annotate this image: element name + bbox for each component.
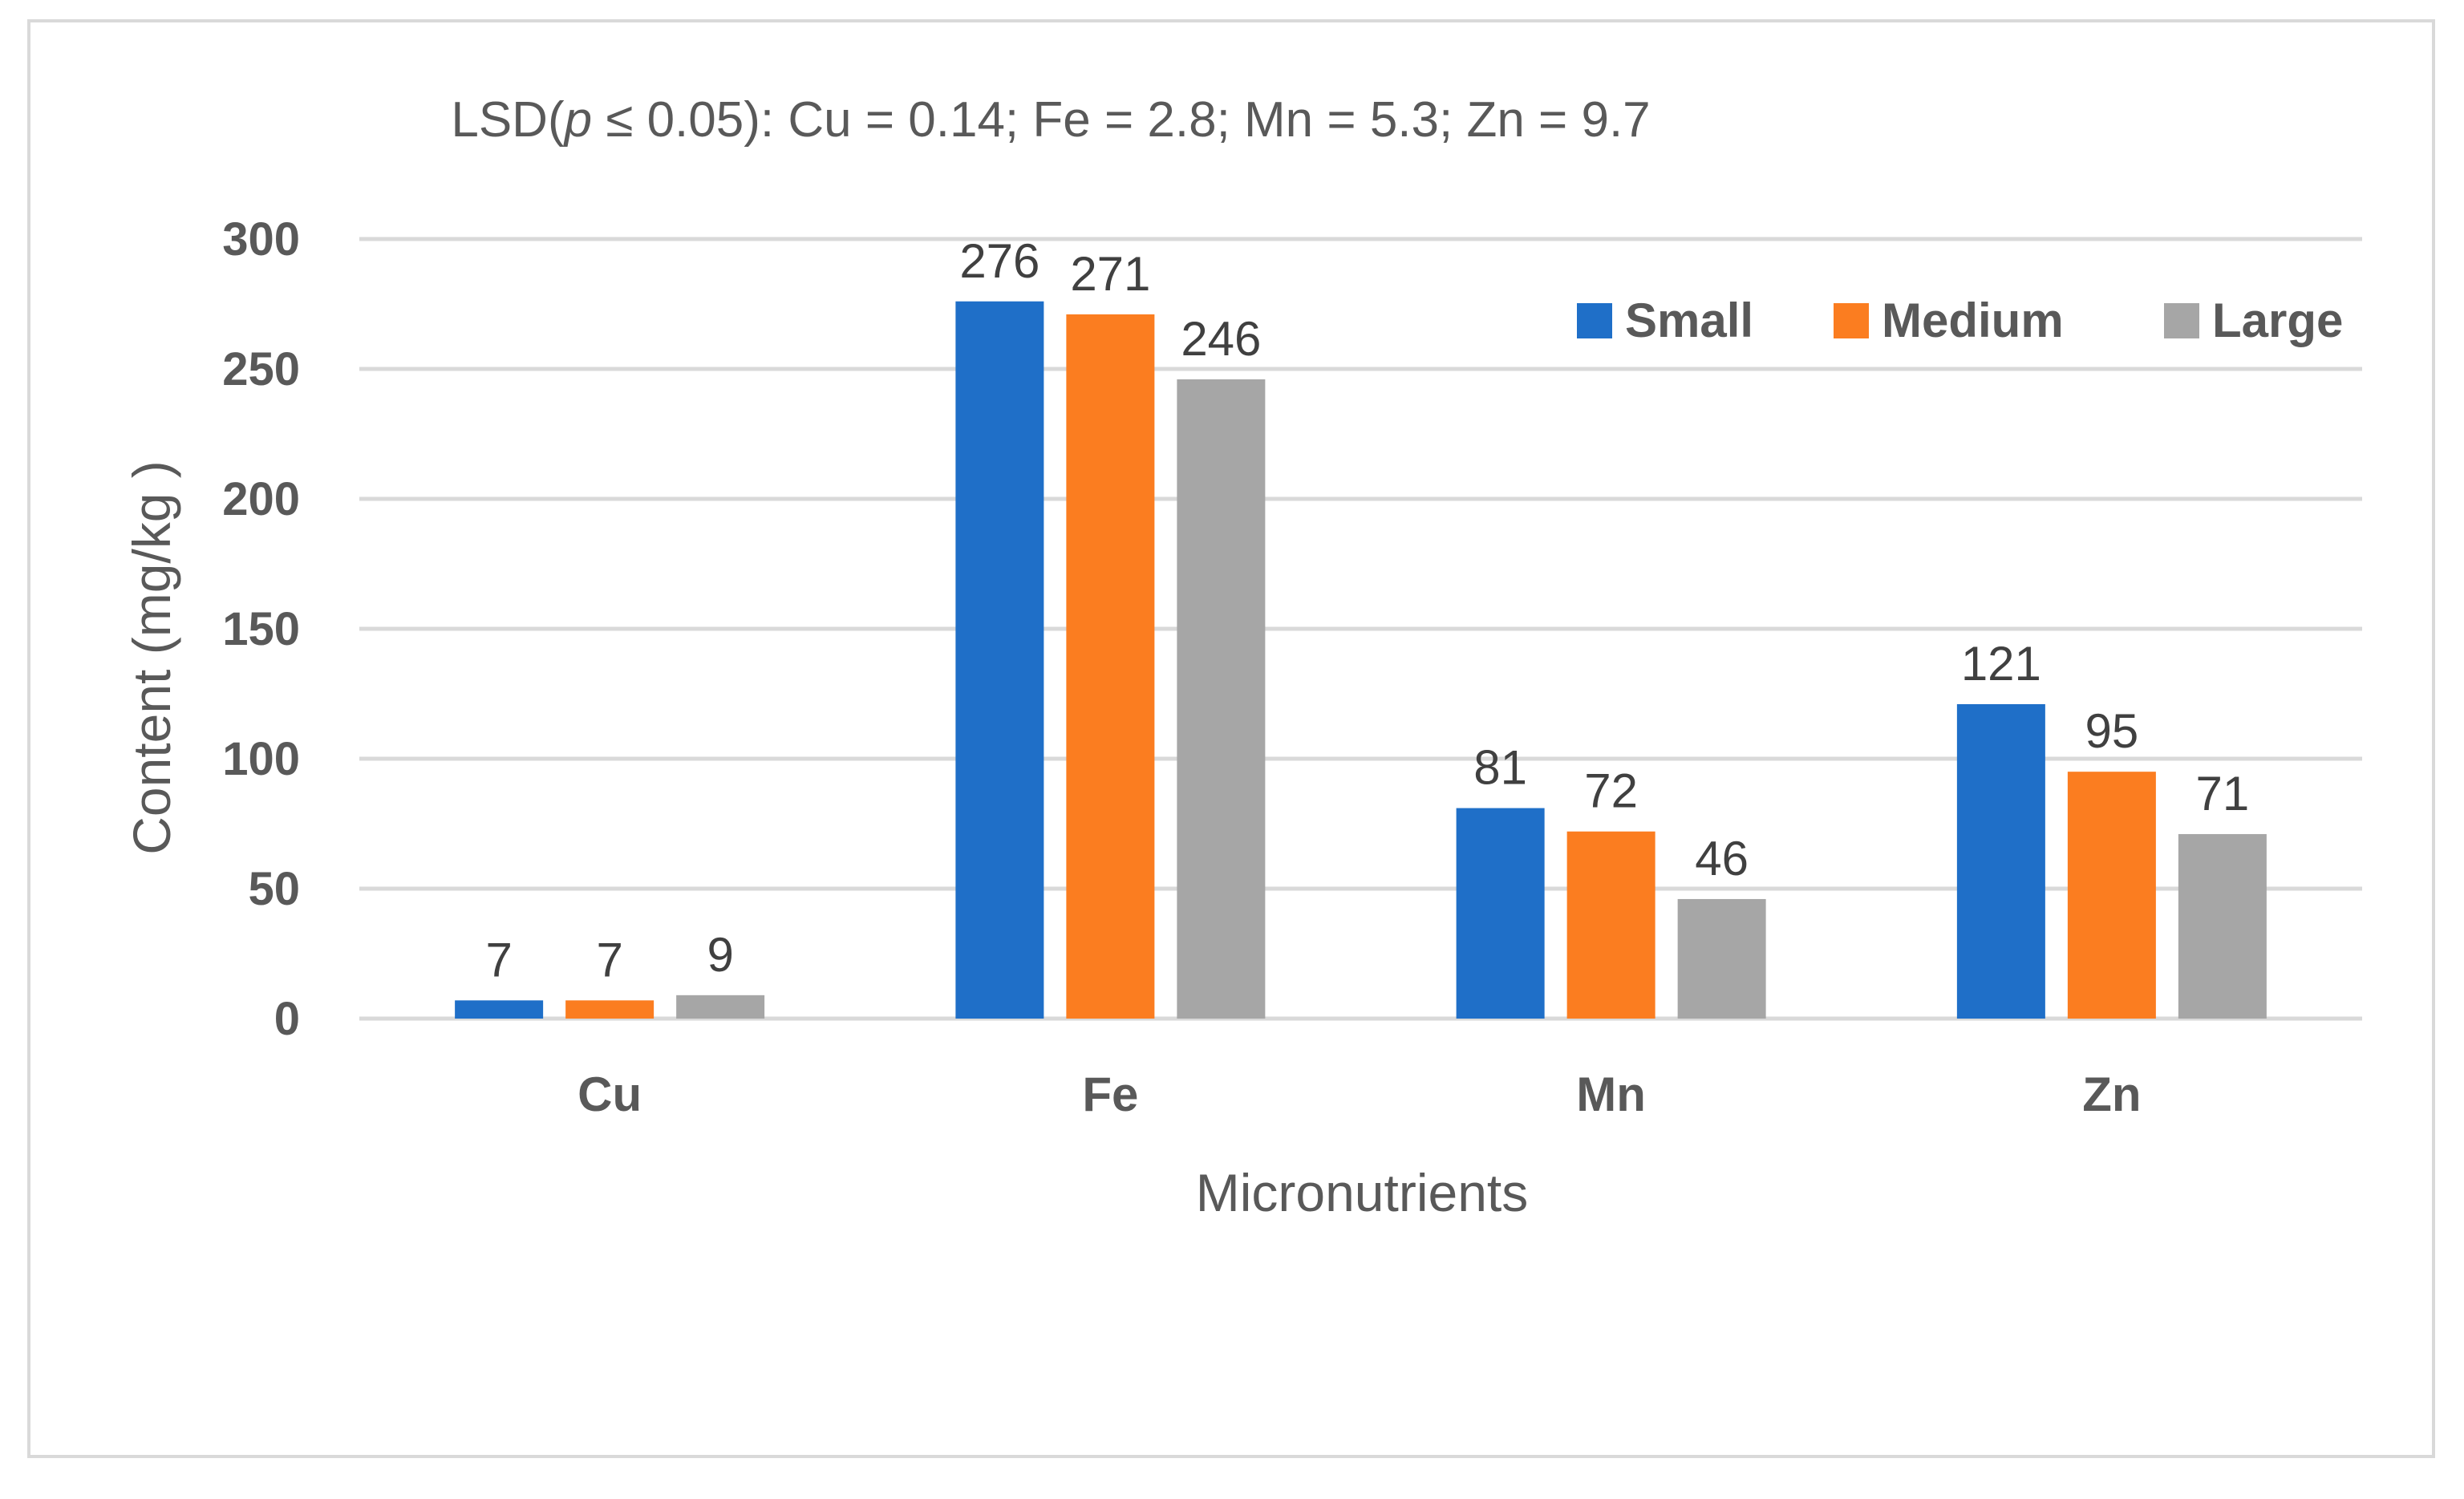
- data-label: 276: [959, 234, 1040, 288]
- bar-medium-cu: [565, 1000, 654, 1019]
- bar-small-cu: [455, 1000, 544, 1019]
- bar-medium-fe: [1066, 314, 1155, 1019]
- legend-label-small: Small: [1625, 294, 1753, 347]
- legend-label-medium: Medium: [1882, 294, 2064, 347]
- y-tick-label: 150: [222, 603, 300, 655]
- x-tick-label: Fe: [1082, 1068, 1138, 1121]
- y-tick-label: 50: [248, 863, 300, 915]
- bar-medium-mn: [1566, 831, 1656, 1019]
- gridlines: [359, 237, 2362, 1021]
- legend: Small Medium Large: [1577, 294, 2343, 347]
- bar-small-fe: [955, 301, 1044, 1019]
- bar-large-cu: [676, 995, 765, 1019]
- x-tick-label: Mn: [1576, 1068, 1646, 1121]
- y-axis-title: Content (mg/kg ): [122, 460, 181, 855]
- y-tick-label: 300: [222, 213, 300, 265]
- data-label: 71: [2196, 767, 2250, 820]
- y-tick-label: 100: [222, 733, 300, 785]
- y-tick-label: 250: [222, 343, 300, 395]
- data-label: 271: [1070, 247, 1150, 301]
- x-axis-ticks: Cu Fe Mn Zn: [578, 1068, 2141, 1121]
- data-label: 7: [485, 933, 512, 987]
- bar-large-mn: [1677, 898, 1766, 1019]
- bar-small-zn: [1956, 703, 2045, 1019]
- x-tick-label: Cu: [578, 1068, 642, 1121]
- y-axis-ticks: 0 50 100 150 200 250 300: [222, 213, 300, 1045]
- legend-swatch-medium: [1834, 303, 1869, 338]
- legend-label-large: Large: [2212, 294, 2343, 347]
- data-label: 246: [1181, 312, 1261, 366]
- bar-large-zn: [2178, 833, 2267, 1019]
- bar-medium-zn: [2067, 772, 2156, 1019]
- data-label: 95: [2085, 704, 2139, 758]
- bar-small-mn: [1456, 808, 1545, 1019]
- data-label: 9: [707, 928, 733, 982]
- y-tick-label: 0: [274, 993, 300, 1045]
- lsd-annotation: LSD(p ≤ 0.05): Cu = 0.14; Fe = 2.8; Mn =…: [451, 92, 1650, 148]
- bar-large-fe: [1177, 379, 1266, 1019]
- data-label: 81: [1473, 741, 1527, 795]
- data-label: 72: [1584, 764, 1638, 818]
- annotation-prefix: LSD(: [451, 92, 565, 148]
- annotation-italic-p: p: [563, 92, 592, 148]
- data-labels: 7 7 9 276 271 246 81 72 46 121 95 71: [485, 234, 2249, 987]
- legend-swatch-small: [1577, 303, 1612, 338]
- data-label: 7: [596, 933, 622, 987]
- annotation-rest: ≤ 0.05): Cu = 0.14; Fe = 2.8; Mn = 5.3; …: [592, 92, 1651, 148]
- y-tick-label: 200: [222, 473, 300, 525]
- data-label: 121: [1961, 637, 2041, 691]
- bars: [455, 301, 2267, 1019]
- x-axis-title: Micronutrients: [1196, 1163, 1528, 1222]
- legend-swatch-large: [2164, 303, 2199, 338]
- x-tick-label: Zn: [2082, 1068, 2141, 1121]
- data-label: 46: [1695, 832, 1749, 885]
